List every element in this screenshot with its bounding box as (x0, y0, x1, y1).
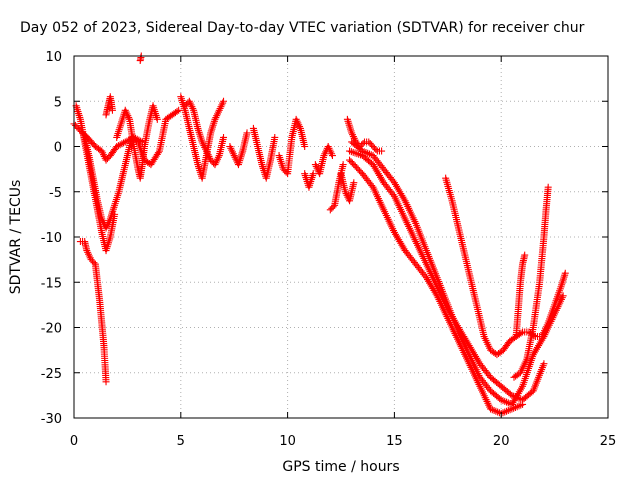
series-marks-arc-2b (181, 97, 228, 169)
x-axis-title: GPS time / hours (282, 459, 399, 475)
series-arc-1g (136, 52, 145, 65)
series-arc-3c (348, 138, 567, 408)
series-marks-arc-2f (301, 170, 317, 191)
x-tick-label-5: 25 (600, 434, 617, 449)
series-marks-arc-1f (102, 93, 116, 119)
series-marks-arc-3a (343, 115, 386, 155)
series-arc-2f (301, 170, 317, 191)
series-marks-arc-4a (442, 174, 569, 359)
series-arc-2e (275, 115, 309, 178)
x-tick-label-1: 5 (177, 434, 185, 449)
series-arc-1c (76, 238, 110, 386)
series-arc-3a (343, 115, 386, 155)
y-tick-label-5: -15 (41, 276, 62, 291)
series-marks-arc-2i (337, 170, 358, 205)
series-marks-arc-3c (348, 138, 567, 408)
y-axis-title: SDTVAR / TECUs (8, 180, 24, 295)
series-arc-1e (113, 102, 161, 182)
x-tick-label-4: 20 (493, 434, 510, 449)
series-marks-arc-1b (72, 102, 119, 255)
x-tick-label-0: 0 (70, 434, 78, 449)
series-marks-arc-2g (311, 143, 336, 178)
tick-labels: 0 5 10 15 20 25 10 5 0 -5 -10 -15 -20 -25 -30 (41, 50, 617, 449)
x-tick-label-3: 15 (386, 434, 403, 449)
y-tick-label-2: 0 (54, 141, 62, 156)
series-marks-arc-2e (275, 115, 309, 178)
series-marks-arc-4b (512, 251, 529, 341)
series-arc-4b (512, 251, 529, 341)
data-series (70, 52, 569, 417)
series-arc-2g (311, 143, 336, 178)
series-marks-arc-1e (113, 102, 161, 182)
series-arc-2i (337, 170, 358, 205)
series-marks-arc-2c (226, 129, 251, 169)
series-marks-arc-1c (76, 238, 110, 386)
y-tick-label-3: -5 (49, 186, 62, 201)
y-tick-label-7: -25 (41, 367, 62, 382)
series-marks-arc-3d (346, 156, 527, 417)
series-arc-2c (226, 129, 251, 169)
y-tick-label-8: -30 (41, 412, 62, 427)
y-tick-label-1: 5 (54, 95, 62, 110)
x-tick-label-2: 10 (279, 434, 296, 449)
series-arc-2b (181, 97, 228, 169)
axis-ticks (73, 55, 609, 419)
grid (74, 56, 608, 418)
series-arc-2d (249, 124, 279, 182)
series-marks-arc-2d (249, 124, 279, 182)
series-arc-2a (177, 93, 228, 182)
chart-title: Day 052 of 2023, Sidereal Day-to-day VTE… (20, 20, 585, 36)
y-tick-label-0: 10 (45, 50, 62, 65)
y-tick-label-4: -10 (41, 231, 62, 246)
y-tick-label-6: -20 (41, 322, 62, 337)
series-marks-arc-1g (136, 52, 145, 65)
series-arc-4c (510, 183, 552, 381)
series-marks-arc-4c (510, 183, 552, 381)
series-arc-1f (102, 93, 116, 119)
